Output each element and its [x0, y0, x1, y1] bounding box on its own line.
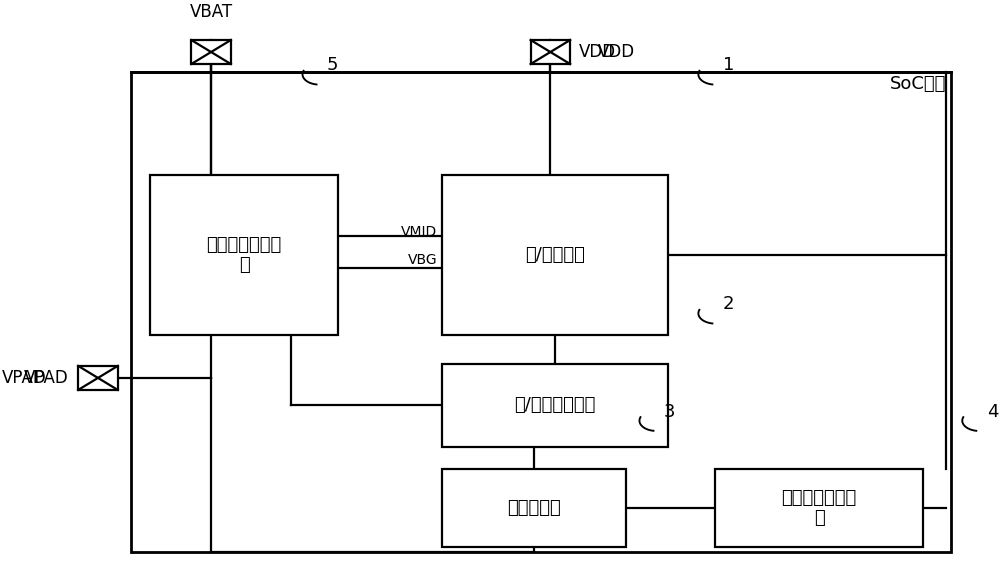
Text: VBAT: VBAT: [190, 2, 233, 21]
Bar: [191, 40, 231, 64]
Text: VMID: VMID: [401, 225, 437, 239]
Bar: [78, 366, 118, 390]
Text: VDD: VDD: [579, 43, 616, 61]
Bar: [442, 469, 626, 547]
Bar: [442, 175, 668, 335]
Bar: [442, 363, 668, 446]
Text: 1: 1: [723, 56, 734, 74]
Bar: [715, 469, 923, 547]
Text: 模/数转换控制器: 模/数转换控制器: [514, 396, 596, 414]
Text: VBG: VBG: [408, 253, 437, 268]
Bar: [131, 72, 951, 552]
Text: 模/数转换器: 模/数转换器: [525, 246, 585, 264]
Text: VPAD: VPAD: [24, 369, 69, 387]
Bar: [531, 40, 570, 64]
Text: 5: 5: [327, 56, 339, 74]
Text: 片内电源管理模
块: 片内电源管理模 块: [781, 489, 857, 527]
Text: 中央处理器: 中央处理器: [507, 499, 561, 517]
Text: 电阻分压采样电
路: 电阻分压采样电 路: [206, 236, 282, 275]
Text: 4: 4: [987, 403, 998, 420]
Text: VDD: VDD: [598, 43, 635, 61]
Text: 3: 3: [664, 403, 675, 420]
Text: 2: 2: [723, 295, 734, 313]
Text: VPAD: VPAD: [1, 369, 46, 387]
Text: SoC芯片: SoC芯片: [890, 75, 946, 93]
Bar: [150, 175, 338, 335]
